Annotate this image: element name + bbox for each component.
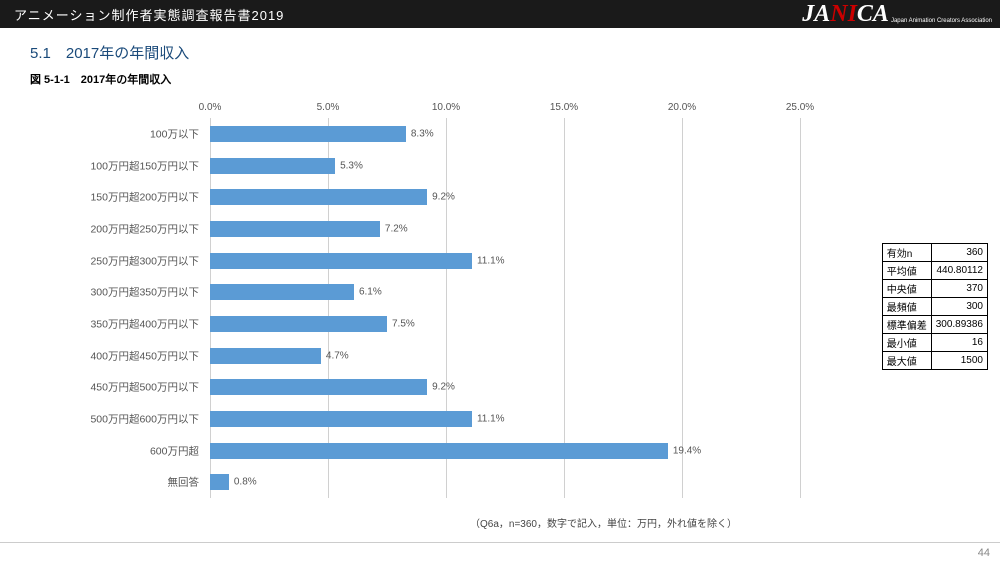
bar-chart: 0.0% 5.0% 10.0% 15.0% 20.0% 25.0% 8.3% 5.3% 9.2%…	[50, 100, 820, 510]
stat-value: 16	[931, 334, 987, 352]
x-tick-label: 0.0%	[199, 102, 222, 113]
category-label: 無回答	[50, 475, 205, 490]
stat-label: 最小値	[882, 334, 931, 352]
category-label: 200万円超250万円以下	[50, 221, 205, 236]
stat-value: 1500	[931, 352, 987, 370]
x-tick-label: 5.0%	[317, 102, 340, 113]
stat-label: 中央値	[882, 280, 931, 298]
bar	[210, 253, 472, 269]
table-row: 平均値440.80112	[882, 262, 987, 280]
category-label: 400万円超450万円以下	[50, 348, 205, 363]
x-tick-label: 10.0%	[432, 102, 460, 113]
table-row: 有効n360	[882, 244, 987, 262]
bar	[210, 284, 354, 300]
bar	[210, 158, 335, 174]
logo: JANICA Japan Animation Creators Associat…	[802, 2, 992, 26]
x-tick-label: 20.0%	[668, 102, 696, 113]
footer-divider	[0, 542, 1000, 543]
value-label: 0.8%	[229, 477, 257, 488]
header-bar: アニメーション制作者実態調査報告書2019 JANICA Japan Anima…	[0, 0, 1000, 28]
bar	[210, 348, 321, 364]
category-label: 600万円超	[50, 443, 205, 458]
chart-note: （Q6a，n=360，数字で記入，単位：万円，外れ値を除く）	[470, 515, 737, 530]
value-label: 9.2%	[427, 382, 455, 393]
category-label: 250万円超300万円以下	[50, 253, 205, 268]
value-label: 9.2%	[427, 192, 455, 203]
table-row: 標準偏差300.89386	[882, 316, 987, 334]
table-row: 中央値370	[882, 280, 987, 298]
gridline	[682, 118, 683, 498]
bar	[210, 411, 472, 427]
bar	[210, 379, 427, 395]
stat-label: 最頻値	[882, 298, 931, 316]
stat-value: 440.80112	[931, 262, 987, 280]
value-label: 7.2%	[380, 223, 408, 234]
category-label: 150万円超200万円以下	[50, 190, 205, 205]
value-label: 8.3%	[406, 128, 434, 139]
table-row: 最大値1500	[882, 352, 987, 370]
stat-value: 360	[931, 244, 987, 262]
value-label: 19.4%	[668, 445, 701, 456]
category-label: 450万円超500万円以下	[50, 380, 205, 395]
bar	[210, 221, 380, 237]
gridline	[564, 118, 565, 498]
bar	[210, 474, 229, 490]
bar	[210, 443, 668, 459]
category-label: 100万円超150万円以下	[50, 158, 205, 173]
bar	[210, 189, 427, 205]
category-label: 350万円超400万円以下	[50, 316, 205, 331]
gridline	[328, 118, 329, 498]
figure-title: 図 5-1-1 2017年の年間収入	[0, 71, 1000, 93]
value-label: 11.1%	[472, 255, 505, 266]
gridline	[210, 118, 211, 498]
category-label: 100万以下	[50, 126, 205, 141]
table-row: 最小値16	[882, 334, 987, 352]
logo-subtitle: Japan Animation Creators Association	[891, 18, 992, 26]
value-label: 11.1%	[472, 413, 505, 424]
header-title: アニメーション制作者実態調査報告書2019	[14, 5, 284, 24]
plot-area: 0.0%5.0%10.0%15.0%20.0%25.0%8.3%5.3%9.2%…	[210, 118, 800, 498]
value-label: 4.7%	[321, 350, 349, 361]
stat-label: 有効n	[882, 244, 931, 262]
category-label: 500万円超600万円以下	[50, 411, 205, 426]
stat-value: 300.89386	[931, 316, 987, 334]
stat-label: 最大値	[882, 352, 931, 370]
stat-value: 300	[931, 298, 987, 316]
logo-text: JANICA	[802, 2, 889, 26]
bar	[210, 316, 387, 332]
stat-label: 平均値	[882, 262, 931, 280]
table-row: 最頻値300	[882, 298, 987, 316]
category-label: 300万円超350万円以下	[50, 285, 205, 300]
value-label: 5.3%	[335, 160, 363, 171]
stat-value: 370	[931, 280, 987, 298]
gridline	[446, 118, 447, 498]
page-number: 44	[978, 547, 990, 559]
gridline	[800, 118, 801, 498]
bar	[210, 126, 406, 142]
x-tick-label: 25.0%	[786, 102, 814, 113]
stats-table: 有効n360平均値440.80112中央値370最頻値300標準偏差300.89…	[882, 243, 988, 370]
stat-label: 標準偏差	[882, 316, 931, 334]
value-label: 7.5%	[387, 318, 415, 329]
value-label: 6.1%	[354, 287, 382, 298]
section-title: 5.1 2017年の年間収入	[0, 28, 1000, 71]
x-tick-label: 15.0%	[550, 102, 578, 113]
